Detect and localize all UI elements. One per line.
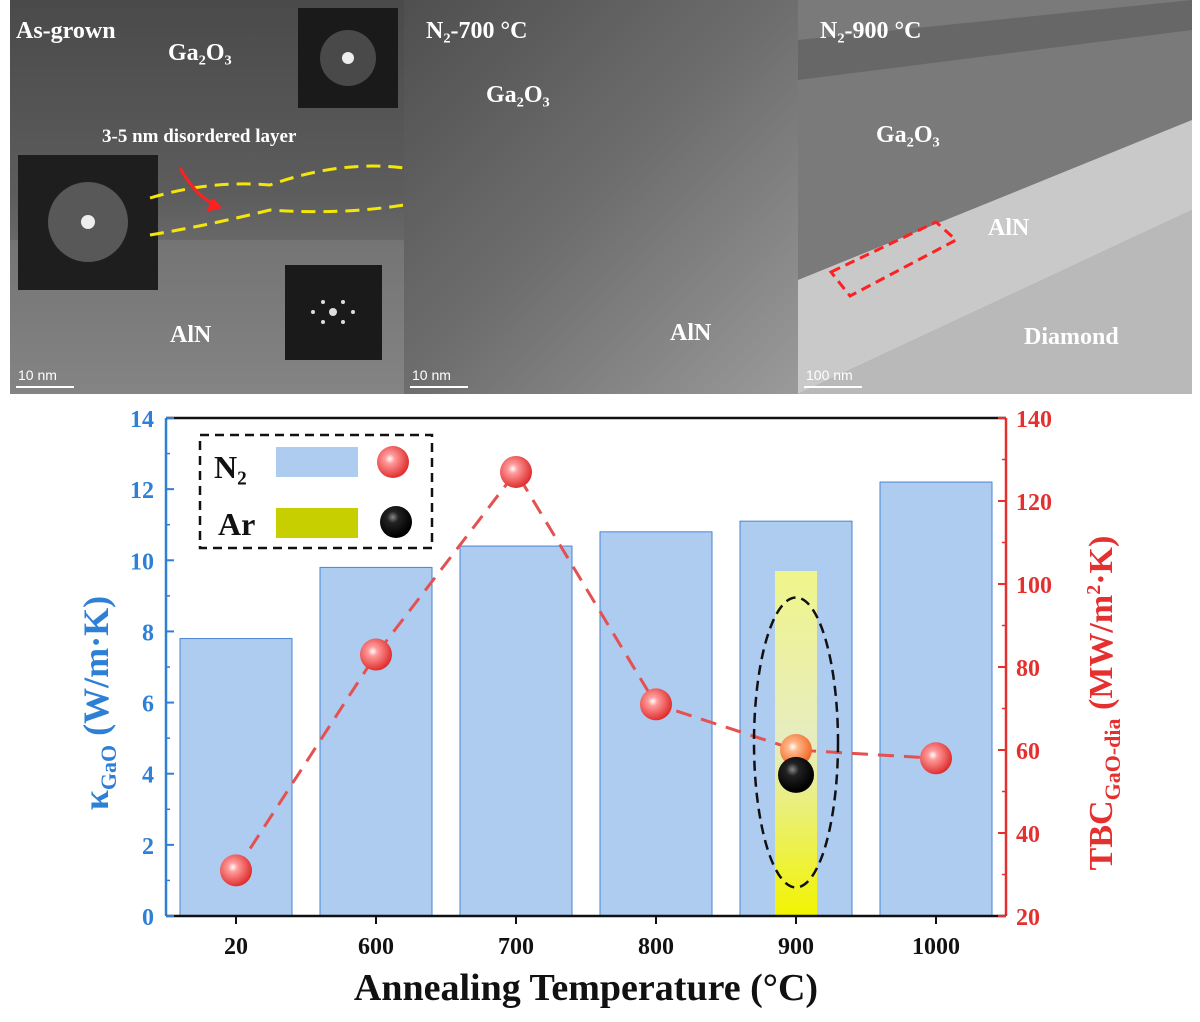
scale-bar: [410, 386, 468, 388]
n2-tbc-marker-900: [780, 734, 812, 766]
diamond-layer: [798, 210, 1192, 394]
n2-tbc-marker-20: [220, 854, 252, 887]
tem-image-n2-700: [404, 0, 798, 394]
highlight-box: [828, 220, 959, 298]
left-axis-title: κGaO (W/m·K): [76, 596, 121, 810]
legend-n2-bar-swatch: [276, 447, 358, 477]
scale-bar: [804, 386, 862, 388]
ar-tbc-marker-900: [778, 756, 814, 793]
right-axis-title: TBCGaO-dia (MW/m2·K): [1083, 536, 1125, 871]
aln-layer: [798, 120, 1192, 394]
x-tick-label: 20: [224, 934, 248, 960]
left-tick-label: 8: [142, 620, 154, 646]
legend-n2-marker-swatch: [377, 446, 409, 478]
aln-label: AlN: [670, 320, 712, 346]
legend-ar-marker-swatch: [380, 506, 412, 538]
ga2o3-label: Ga₂O₃: [486, 82, 550, 108]
right-tick-label: 100: [1016, 573, 1052, 599]
x-axis-title: Annealing Temperature (°C): [354, 967, 818, 1009]
left-tick-label: 6: [142, 692, 154, 718]
line-layer: [220, 455, 952, 889]
scale-bar: [16, 386, 74, 388]
left-tick-label: 2: [142, 834, 154, 860]
thermal-conductivity-chart: 0 2 4 6 8 10 12 14 20 40 60 80 100 120 140 20 600 700 800 9…: [76, 407, 1125, 1009]
n2-tbc-marker-1000: [920, 742, 952, 775]
panel-title: N₂-900 °C: [820, 18, 922, 44]
n2-tbc-line: [234, 469, 937, 872]
right-tick-label: 80: [1016, 656, 1040, 682]
tem-image-n2-900: [798, 0, 1192, 394]
aln-label: AlN: [988, 215, 1030, 241]
x-tick-label: 900: [778, 934, 814, 960]
n2-bar-700: [459, 545, 573, 917]
left-tick-label: 0: [142, 905, 154, 931]
disordered-layer-annotation: 3-5 nm disordered layer: [102, 126, 297, 147]
n2-tbc-marker-800: [640, 688, 672, 721]
left-tick-label: 12: [130, 478, 154, 504]
disordered-layer-lower-boundary: [149, 203, 404, 237]
highlight-ellipse: [752, 596, 840, 889]
left-tick-label: 4: [142, 763, 154, 789]
tem-panel-n2-900: N₂-900 °C Ga₂O₃ AlN Diamond 100 nm: [798, 0, 1192, 394]
x-tick-label: 800: [638, 934, 674, 960]
scale-bar-label: 10 nm: [18, 367, 57, 383]
right-tick-label: 60: [1016, 739, 1040, 765]
left-tick-label: 14: [130, 407, 154, 433]
scale-bar-label: 100 nm: [806, 367, 853, 383]
n2-tbc-marker-600: [360, 638, 392, 671]
legend-ar-bar-swatch: [276, 508, 358, 538]
legend-ar-label: Ar: [218, 506, 255, 542]
tem-image-as-grown: [10, 0, 404, 394]
legend-n2-label: N₂: [214, 449, 247, 485]
x-tick-label: 1000: [912, 934, 960, 960]
right-tick-label: 140: [1016, 407, 1052, 433]
aln-label: AlN: [170, 322, 212, 348]
n2-bar-600: [319, 566, 433, 917]
n2-tbc-marker-700: [500, 455, 532, 488]
right-tick-label: 20: [1016, 905, 1040, 931]
x-tick-label: 700: [498, 934, 534, 960]
panel-title: As-grown: [16, 18, 116, 44]
n2-bar-800: [599, 531, 713, 917]
right-tick-label: 120: [1016, 490, 1052, 516]
legend: N₂ Ar: [198, 433, 434, 550]
diamond-label: Diamond: [1024, 324, 1119, 350]
tem-panel-as-grown: As-grown Ga₂O₃ 3-5 nm disordered layer A…: [10, 0, 404, 394]
axes-layer: 0 2 4 6 8 10 12 14 20 40 60 80 100 120 140 20 600 700 800 9…: [130, 407, 1052, 960]
right-tick-label: 40: [1016, 822, 1040, 848]
disordered-layer-upper-boundary: [149, 164, 404, 200]
scale-bar-label: 10 nm: [412, 367, 451, 383]
panel-title: N₂-700 °C: [426, 18, 528, 44]
n2-bar-1000: [879, 481, 993, 917]
x-tick-label: 600: [358, 934, 394, 960]
tem-panel-n2-700: N₂-700 °C Ga₂O₃ AlN 10 nm: [404, 0, 798, 394]
ga2o3-label: Ga₂O₃: [168, 40, 232, 66]
ga2o3-label: Ga₂O₃: [876, 122, 940, 148]
left-tick-label: 10: [130, 549, 154, 575]
